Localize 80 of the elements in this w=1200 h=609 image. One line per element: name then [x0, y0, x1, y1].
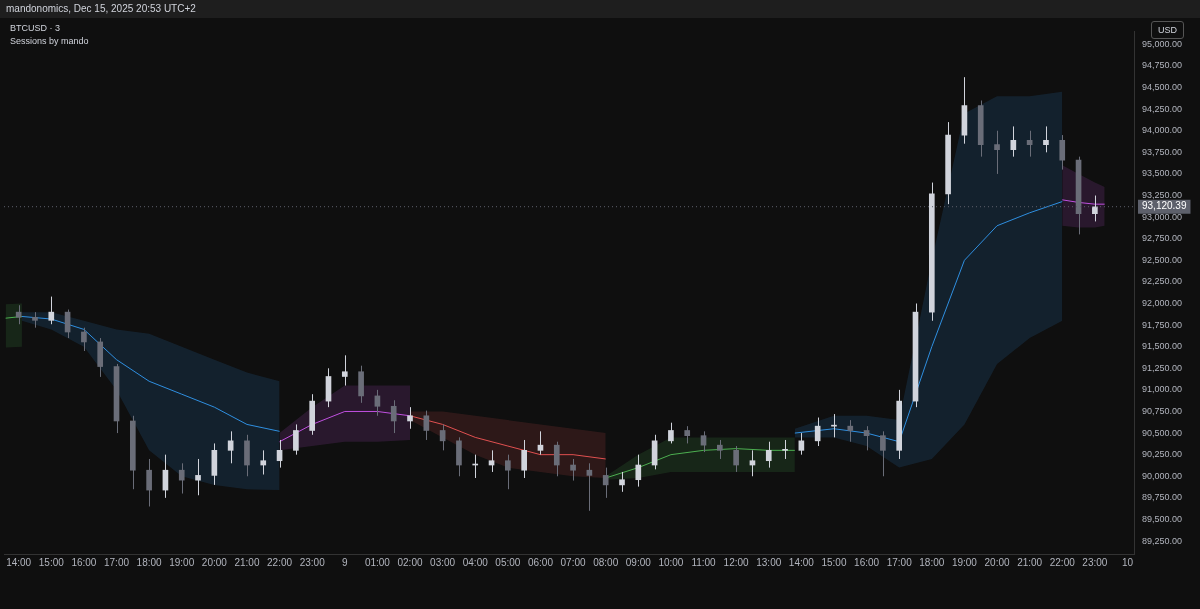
- x-tick-label: 23:00: [299, 556, 326, 568]
- candlestick: [341, 354, 348, 387]
- text: mandonomics, Dec 15, 2025 20:53 UTC+2: [0, 0, 1200, 18]
- x-tick-label: 19:00: [951, 556, 978, 568]
- y-tick-label: 90,500.00: [1142, 427, 1183, 438]
- y-tick-label: 93,500.00: [1142, 168, 1183, 179]
- x-tick-label: 18:00: [919, 556, 945, 568]
- candlestick: [32, 311, 38, 329]
- x-tick-label: 08:00: [593, 556, 619, 568]
- y-tick-label: 89,750.00: [1142, 492, 1183, 503]
- x-tick-label: 14:00: [788, 556, 815, 568]
- x-tick-label: 22:00: [1049, 556, 1076, 568]
- y-tick-label: 90,000.00: [1142, 470, 1183, 481]
- candlestick: [521, 439, 527, 479]
- candlestick: [994, 130, 1000, 175]
- y-tick-label: 94,000.00: [1142, 125, 1183, 136]
- candlestick: [407, 406, 413, 430]
- x-tick-label: 10: [1121, 556, 1134, 568]
- x-tick-label: 16:00: [71, 556, 97, 568]
- x-tick-label: 03:00: [430, 556, 456, 568]
- x-tick-label: 19:00: [169, 556, 195, 568]
- candlestick: [505, 454, 511, 490]
- chart-title: BTCUSD · 3: [10, 23, 61, 33]
- y-tick-label: 90,750.00: [1142, 405, 1183, 416]
- x-tick-label: 21:00: [234, 556, 260, 568]
- x-tick-label: 17:00: [886, 556, 913, 568]
- y-tick-label: 89,500.00: [1142, 513, 1183, 524]
- candlestick: [48, 296, 55, 325]
- x-tick-label: 15:00: [821, 556, 847, 568]
- x-tick-label: 20:00: [984, 556, 1010, 568]
- x-tick-label: 15:00: [38, 556, 65, 568]
- candlestick: [423, 410, 430, 441]
- x-tick-label: 01:00: [364, 556, 391, 568]
- x-tick-label: 06:00: [527, 556, 554, 568]
- x-tick-label: 12:00: [723, 556, 750, 568]
- x-tick-label: 07:00: [560, 556, 587, 568]
- y-tick-label: 90,250.00: [1142, 449, 1183, 460]
- x-tick-label: 05:00: [495, 556, 521, 568]
- x-tick-label: 9: [342, 556, 349, 568]
- candlestick: [684, 425, 691, 444]
- y-tick-label: 94,500.00: [1142, 82, 1183, 93]
- x-tick-label: 21:00: [1017, 556, 1043, 568]
- x-tick-label: 20:00: [201, 556, 228, 568]
- y-tick-label: 93,250.00: [1142, 190, 1183, 201]
- y-tick-label: 92,250.00: [1142, 276, 1183, 287]
- y-tick-label: 93,750.00: [1142, 146, 1183, 157]
- x-tick-label: 02:00: [397, 556, 423, 568]
- y-tick-label: 91,750.00: [1142, 319, 1183, 330]
- y-tick-label: 92,000.00: [1142, 297, 1183, 308]
- x-tick-label: 09:00: [625, 556, 652, 568]
- candlestick: [570, 458, 576, 482]
- ref-line-label: 93,120.39: [1142, 200, 1187, 212]
- y-tick-label: 91,500.00: [1142, 341, 1183, 352]
- y-tick-label: 89,250.00: [1142, 535, 1183, 546]
- y-tick-label: 95,000.00: [1142, 38, 1183, 49]
- y-tick-label: 93,000.00: [1142, 211, 1183, 222]
- text: Sessions by mando: [10, 36, 89, 46]
- candlestick: [782, 439, 788, 460]
- x-tick-label: 17:00: [104, 556, 130, 568]
- x-tick-label: 18:00: [136, 556, 163, 568]
- x-tick-label: 10:00: [658, 556, 684, 568]
- candlestick: [619, 471, 625, 493]
- x-tick-label: 14:00: [6, 556, 32, 568]
- candlestick: [15, 304, 22, 325]
- x-tick-label: 22:00: [267, 556, 293, 568]
- candlestick: [717, 439, 723, 460]
- y-tick-label: 92,750.00: [1142, 233, 1183, 244]
- candlestick: [293, 423, 299, 456]
- x-tick-label: 04:00: [462, 556, 489, 568]
- x-tick-label: 11:00: [691, 556, 717, 568]
- candlestick: [880, 430, 886, 477]
- x-tick-label: 13:00: [756, 556, 782, 568]
- y-tick-label: 94,750.00: [1142, 60, 1183, 71]
- x-tick-label: 16:00: [854, 556, 880, 568]
- y-tick-label: 92,500.00: [1142, 254, 1183, 265]
- x-tick-label: 23:00: [1082, 556, 1108, 568]
- y-tick-label: 91,250.00: [1142, 362, 1183, 373]
- text: USD: [1150, 21, 1184, 39]
- y-tick-label: 94,250.00: [1142, 103, 1183, 114]
- y-tick-label: 91,000.00: [1142, 384, 1183, 395]
